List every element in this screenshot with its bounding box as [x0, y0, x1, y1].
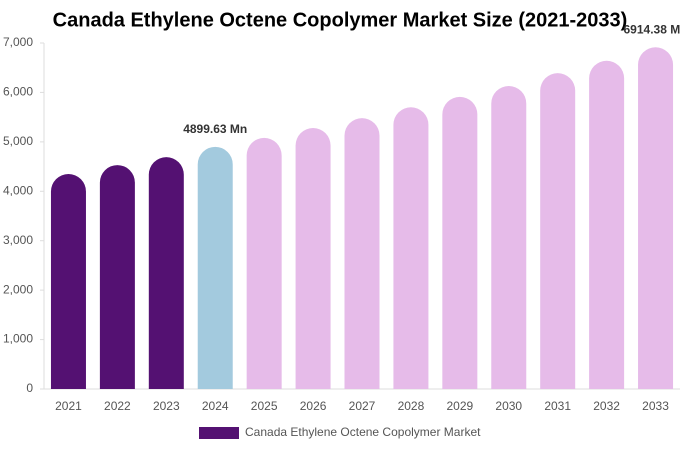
bar	[442, 96, 478, 390]
x-tick-label: 2031	[544, 399, 571, 413]
y-tick-label: 7,000	[3, 35, 33, 49]
chart-title: Canada Ethylene Octene Copolymer Market …	[53, 9, 628, 31]
x-tick-label: 2033	[642, 399, 669, 413]
x-tick-label: 2024	[202, 399, 229, 413]
bar	[246, 137, 282, 389]
y-tick-label: 1,000	[3, 332, 33, 346]
y-tick-label: 3,000	[3, 233, 33, 247]
x-tick-label: 2032	[593, 399, 620, 413]
y-tick-label: 2,000	[3, 282, 33, 296]
bar	[99, 165, 135, 389]
bar	[295, 128, 331, 389]
legend-swatch	[199, 427, 239, 439]
value-label: 4899.63 Mn	[183, 122, 247, 136]
bar	[344, 118, 380, 390]
y-tick-label: 0	[26, 381, 33, 395]
x-tick-label: 2025	[251, 399, 278, 413]
bar	[540, 73, 576, 390]
bar	[148, 157, 184, 389]
bar	[589, 60, 625, 390]
y-tick-label: 5,000	[3, 134, 33, 148]
x-tick-label: 2030	[495, 399, 522, 413]
legend-label: Canada Ethylene Octene Copolymer Market	[245, 425, 481, 439]
value-label: 6914.38 Mn	[624, 22, 680, 36]
x-tick-label: 2028	[398, 399, 425, 413]
y-tick-label: 6,000	[3, 85, 33, 99]
bar	[491, 86, 527, 389]
x-tick-label: 2026	[300, 399, 327, 413]
bar	[50, 173, 86, 389]
x-tick-label: 2022	[104, 399, 131, 413]
bar	[393, 107, 429, 389]
x-tick-label: 2029	[446, 399, 473, 413]
bar	[638, 47, 674, 390]
x-tick-label: 2023	[153, 399, 180, 413]
x-tick-label: 2021	[55, 399, 82, 413]
bar	[197, 146, 233, 389]
y-tick-label: 4,000	[3, 183, 33, 197]
x-tick-label: 2027	[349, 399, 376, 413]
